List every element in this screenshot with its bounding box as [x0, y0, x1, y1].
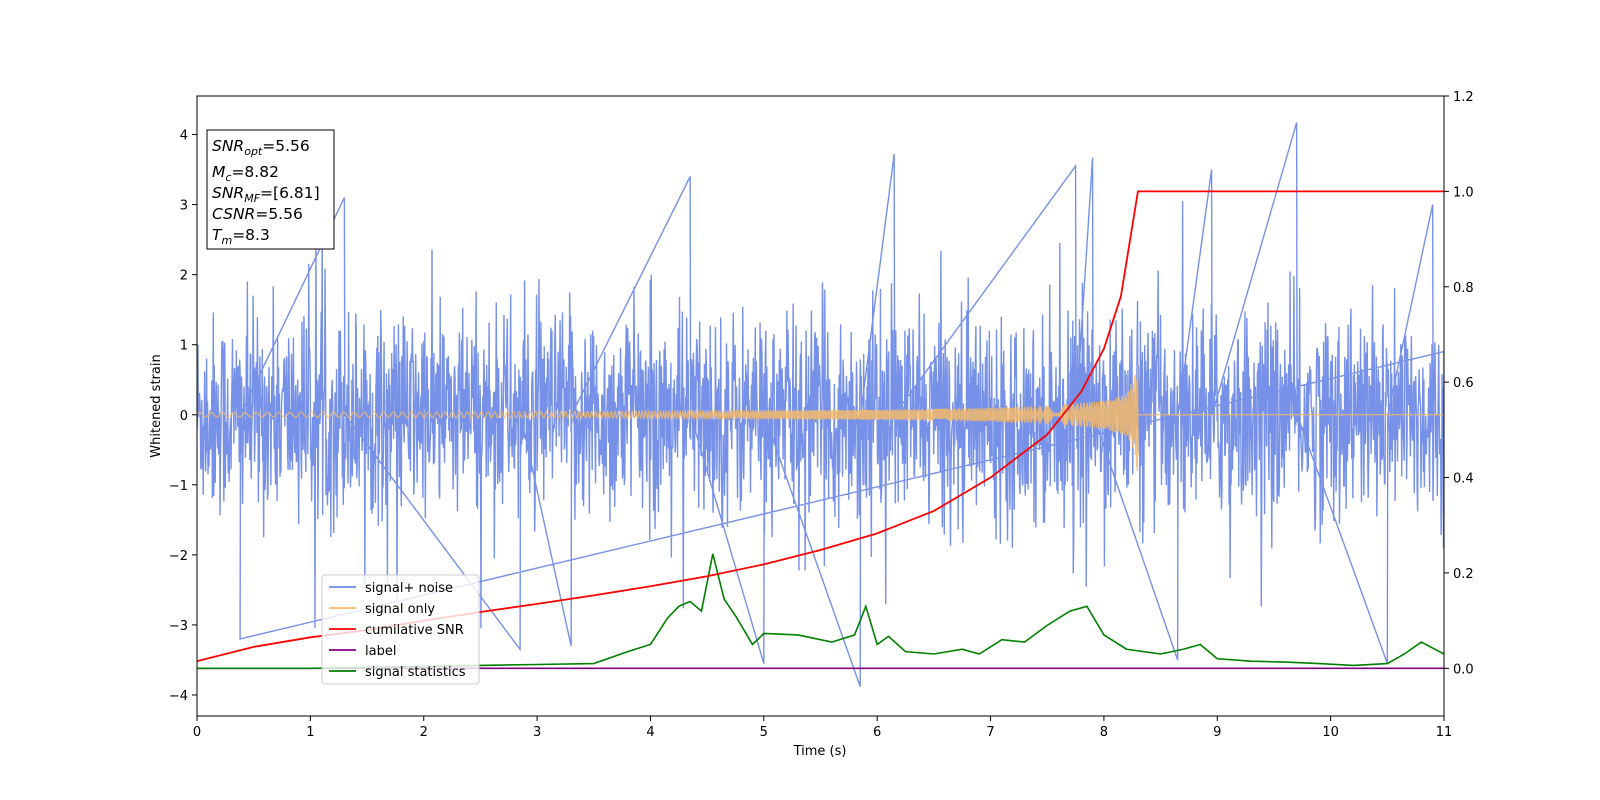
- x-tick-label: 8: [1100, 725, 1108, 740]
- info-line: SNRopt=5.56: [212, 137, 310, 158]
- info-line-name: CSNR: [212, 205, 255, 223]
- info-line-value: =5.56: [255, 205, 303, 223]
- x-tick-label: 3: [533, 725, 541, 740]
- legend-entry: signal only: [365, 602, 435, 617]
- info-line: CSNR=5.56: [212, 205, 303, 223]
- y-left-tick-label: 3: [180, 199, 188, 214]
- y-left-tick-label: 1: [180, 339, 188, 354]
- series-signal-noise: [197, 122, 1444, 687]
- legend: signal+ noise signal only cumilative SNR la…: [321, 574, 480, 685]
- info-line: SNRMF=[6.81]: [212, 184, 320, 205]
- info-line: Mc=8.82: [212, 163, 279, 184]
- legend-entry: signal statistics: [365, 665, 466, 680]
- y-left-tick-label: 0: [180, 409, 188, 424]
- info-line-sub: m: [221, 234, 232, 247]
- x-tick-label: 1: [306, 725, 314, 740]
- info-line: Tm=8.3: [212, 226, 270, 247]
- info-line-value: =5.56: [262, 137, 310, 155]
- info-line-name: SNR: [212, 137, 244, 155]
- info-line-value: =8.3: [232, 226, 270, 244]
- y-right-tick-label: 1.0: [1453, 185, 1474, 200]
- y-right-tick-label: 0.8: [1453, 281, 1474, 296]
- axes-layer: 0 1 2 3 4 5 6 7 8 9 10 11 −4 −3 −2 −1 0 1 2 3 4 0.0 0.2 0.4 0.6 0…: [169, 90, 1474, 740]
- y-right-tick-label: 0.4: [1453, 472, 1474, 487]
- info-box-frame: [206, 129, 335, 250]
- x-tick-label: 7: [986, 725, 994, 740]
- y-right-tick-label: 1.2: [1453, 90, 1474, 105]
- x-tick-label: 5: [760, 725, 768, 740]
- x-tick-label: 0: [193, 725, 201, 740]
- y-right-tick-label: 0.0: [1453, 662, 1474, 677]
- legend-frame: [321, 574, 480, 685]
- y-right-tick-label: 0.2: [1453, 567, 1474, 582]
- series-signal-statistics: [197, 553, 1444, 670]
- info-line-name: M: [212, 163, 225, 181]
- legend-entry: cumilative SNR: [365, 623, 464, 638]
- x-tick-label: 10: [1322, 725, 1339, 740]
- plot-frame: [196, 95, 1445, 717]
- y-left-tick-label: 4: [180, 129, 188, 144]
- info-box: SNRopt=5.56Mc=8.82SNRMF=[6.81]CSNR=5.56T…: [206, 129, 335, 250]
- x-tick-label: 2: [420, 725, 428, 740]
- info-line-value: =8.82: [231, 163, 279, 181]
- y-left-tick-label: −4: [169, 689, 188, 704]
- x-tick-label: 11: [1436, 725, 1453, 740]
- info-line-value: =[6.81]: [260, 184, 320, 202]
- x-axis-label: Time (s): [793, 744, 847, 759]
- info-line-name: SNR: [212, 184, 244, 202]
- x-tick-label: 4: [646, 725, 654, 740]
- y-left-tick-label: −2: [169, 549, 188, 564]
- y-left-tick-label: 2: [180, 269, 188, 284]
- legend-entry: label: [365, 644, 396, 659]
- info-line-name: T: [212, 226, 223, 244]
- y-left-tick-label: −1: [169, 479, 188, 494]
- info-line-sub: MF: [244, 192, 260, 205]
- y-axis-label: Whitened strain: [149, 354, 164, 457]
- y-right-tick-label: 0.6: [1453, 376, 1474, 391]
- y-left-tick-label: −3: [169, 619, 188, 634]
- legend-entry: signal+ noise: [365, 581, 453, 596]
- series-signal-only: [197, 365, 1444, 472]
- x-tick-label: 6: [873, 725, 881, 740]
- info-line-sub: c: [225, 171, 231, 184]
- info-line-sub: opt: [244, 145, 263, 158]
- x-tick-label: 9: [1213, 725, 1221, 740]
